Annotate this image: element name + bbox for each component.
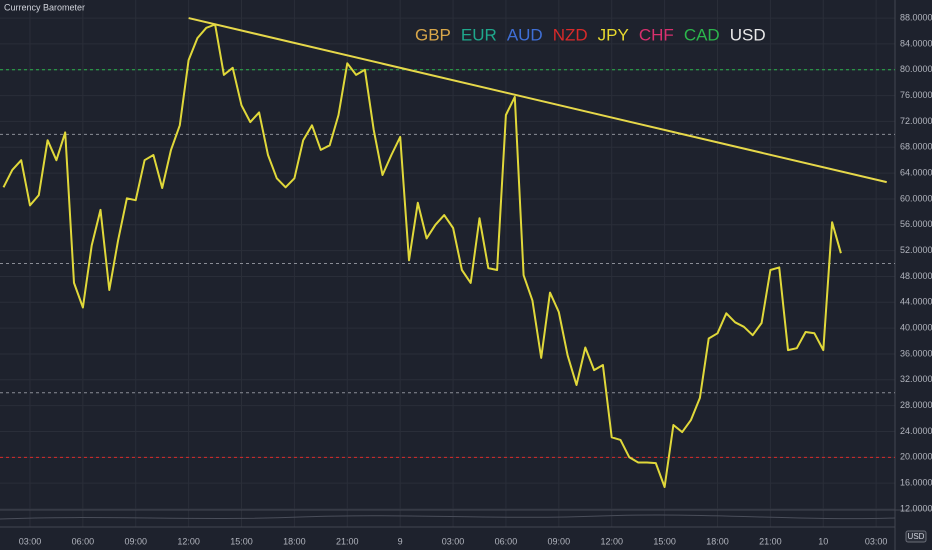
- x-tick-label: 12:00: [600, 536, 623, 546]
- legend-item: NZD: [553, 25, 588, 44]
- x-tick-label: 03:00: [19, 536, 42, 546]
- chart-title: Currency Barometer: [4, 2, 85, 12]
- subpane-line: [0, 514, 896, 520]
- legend-item: GBP: [415, 25, 451, 44]
- scale-badge-box: [905, 530, 927, 543]
- x-tick-label: 06:00: [72, 536, 95, 546]
- x-tick-label: 03:00: [865, 536, 888, 546]
- x-tick-label: 06:00: [495, 536, 518, 546]
- trendline: [188, 17, 887, 184]
- legend-item: JPY: [598, 25, 629, 44]
- x-tick-label: 03:00: [442, 536, 465, 546]
- x-tick-label: 18:00: [283, 536, 306, 546]
- x-tick-label: 12:00: [177, 536, 200, 546]
- legend-item: CHF: [639, 25, 674, 44]
- legend-item: CAD: [684, 25, 720, 44]
- legend-item: USD: [730, 25, 766, 44]
- x-tick-label: 18:00: [706, 536, 729, 546]
- x-tick-label: 10: [818, 536, 828, 546]
- legend-item: AUD: [507, 25, 543, 44]
- x-tick-label: 9: [398, 536, 403, 546]
- x-tick-label: 21:00: [336, 536, 359, 546]
- scale-badge: USD: [908, 532, 925, 541]
- x-tick-label: 09:00: [124, 536, 147, 546]
- x-tick-label: 21:00: [759, 536, 782, 546]
- x-tick-label: 09:00: [548, 536, 571, 546]
- x-tick-label: 15:00: [230, 536, 253, 546]
- legend-item: EUR: [461, 25, 497, 44]
- series-line: [2, 23, 842, 488]
- x-tick-label: 15:00: [653, 536, 676, 546]
